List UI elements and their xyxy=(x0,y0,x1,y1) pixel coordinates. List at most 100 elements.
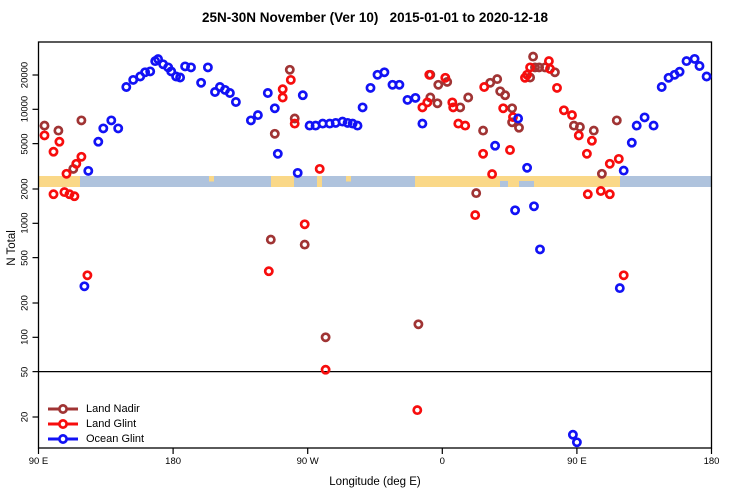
point-ocean_glint xyxy=(145,66,156,77)
point-land_glint xyxy=(440,72,451,83)
y-tick-label: 500 xyxy=(19,249,31,266)
point-land_glint xyxy=(39,130,50,141)
land-nadir-marker-icon xyxy=(48,403,78,414)
map-band-land xyxy=(317,176,322,187)
point-ocean_glint xyxy=(571,437,582,448)
y-tick-label: 1000 xyxy=(19,212,31,234)
x-tick-label: 0 xyxy=(439,456,445,467)
point-ocean_glint xyxy=(230,97,241,107)
point-land_nadir xyxy=(514,122,524,133)
point-land_nadir xyxy=(507,103,518,114)
point-land_glint xyxy=(552,82,562,93)
point-land_glint xyxy=(447,97,458,108)
chart-title: 25N-30N November (Ver 10) 2015-01-01 to … xyxy=(202,10,548,25)
point-land_glint xyxy=(525,62,536,73)
point-ocean_glint xyxy=(342,117,353,128)
point-ocean_glint xyxy=(297,90,308,101)
legend-item-land-nadir: Land Nadir xyxy=(47,401,144,416)
map-band-land-speck xyxy=(346,176,351,182)
legend: Land Nadir Land Glint Ocean Glint xyxy=(47,401,144,446)
y-tick-label: 50 xyxy=(19,366,31,377)
point-land_nadir xyxy=(265,234,276,245)
point-ocean_glint xyxy=(79,281,90,292)
point-land_glint xyxy=(505,145,515,155)
point-land_glint xyxy=(277,92,288,103)
point-land_glint xyxy=(545,63,555,74)
point-land_nadir xyxy=(528,51,539,62)
point-land_glint xyxy=(478,148,489,159)
point-land_glint xyxy=(567,110,577,121)
ocean-glint-marker-icon xyxy=(48,433,78,444)
point-ocean_glint xyxy=(113,123,124,134)
point-land_glint xyxy=(582,189,593,200)
point-land_glint xyxy=(320,364,331,375)
y-tick-label: 5000 xyxy=(19,133,31,155)
point-land_glint xyxy=(470,210,481,221)
point-ocean_glint xyxy=(402,94,413,105)
point-ocean_glint xyxy=(626,137,637,148)
point-land_nadir xyxy=(39,120,50,131)
point-land_glint xyxy=(487,169,498,180)
legend-label: Ocean Glint xyxy=(86,432,145,445)
map-band-land xyxy=(271,176,294,187)
point-land_glint xyxy=(558,105,569,116)
point-ocean_glint xyxy=(262,88,273,98)
point-land_glint xyxy=(613,153,624,164)
x-tick-label: 90 W xyxy=(296,456,319,467)
point-land_glint xyxy=(604,158,615,169)
point-land_glint xyxy=(48,146,59,157)
point-land_glint xyxy=(448,102,459,113)
point-land_glint xyxy=(498,103,509,114)
point-land_nadir xyxy=(500,90,511,101)
map-band-ocean-patch xyxy=(519,180,534,187)
point-ocean_glint xyxy=(394,79,405,90)
x-tick-label: 90 E xyxy=(28,456,49,467)
point-land_nadir xyxy=(530,62,540,73)
point-ocean_glint xyxy=(522,162,533,173)
point-ocean_glint xyxy=(490,140,501,151)
point-land_nadir xyxy=(463,92,474,103)
point-ocean_glint xyxy=(631,120,642,131)
point-land_glint xyxy=(285,74,296,85)
point-ocean_glint xyxy=(98,123,109,134)
point-land_nadir xyxy=(269,128,280,139)
point-land_nadir xyxy=(574,122,585,132)
point-ocean_glint xyxy=(357,102,368,113)
y-tick-label: 20 xyxy=(19,411,31,423)
point-ocean_glint xyxy=(292,167,303,178)
point-ocean_glint xyxy=(196,77,207,88)
point-ocean_glint xyxy=(656,82,667,92)
point-land_nadir xyxy=(433,79,444,90)
land-glint-marker-icon xyxy=(48,418,78,429)
point-land_glint xyxy=(263,266,274,277)
legend-label: Land Glint xyxy=(86,417,137,430)
map-band-land-speck xyxy=(209,176,214,182)
point-land_nadir xyxy=(284,64,295,75)
point-land_glint xyxy=(54,136,65,147)
point-land_glint xyxy=(595,186,606,196)
point-ocean_glint xyxy=(567,429,578,440)
point-ocean_glint xyxy=(681,56,692,67)
point-ocean_glint xyxy=(701,71,712,82)
point-land_glint xyxy=(289,118,300,129)
point-ocean_glint xyxy=(365,82,376,93)
point-land_nadir xyxy=(53,125,64,136)
legend-item-land-glint: Land Glint xyxy=(47,416,144,431)
point-land_glint xyxy=(424,69,435,80)
point-ocean_glint xyxy=(674,66,685,77)
point-land_nadir xyxy=(432,98,443,109)
point-ocean_glint xyxy=(513,113,524,124)
point-land_nadir xyxy=(611,115,622,126)
point-ocean_glint xyxy=(614,283,625,294)
point-land_glint xyxy=(417,102,428,113)
point-ocean_glint xyxy=(93,136,104,147)
point-land_glint xyxy=(48,189,59,200)
point-land_nadir xyxy=(471,188,482,199)
point-land_glint xyxy=(71,158,82,169)
point-land_glint xyxy=(61,168,72,179)
point-ocean_glint xyxy=(689,53,700,64)
point-ocean_glint xyxy=(83,165,94,176)
map-band-land xyxy=(415,176,620,187)
point-land_nadir xyxy=(413,319,424,330)
